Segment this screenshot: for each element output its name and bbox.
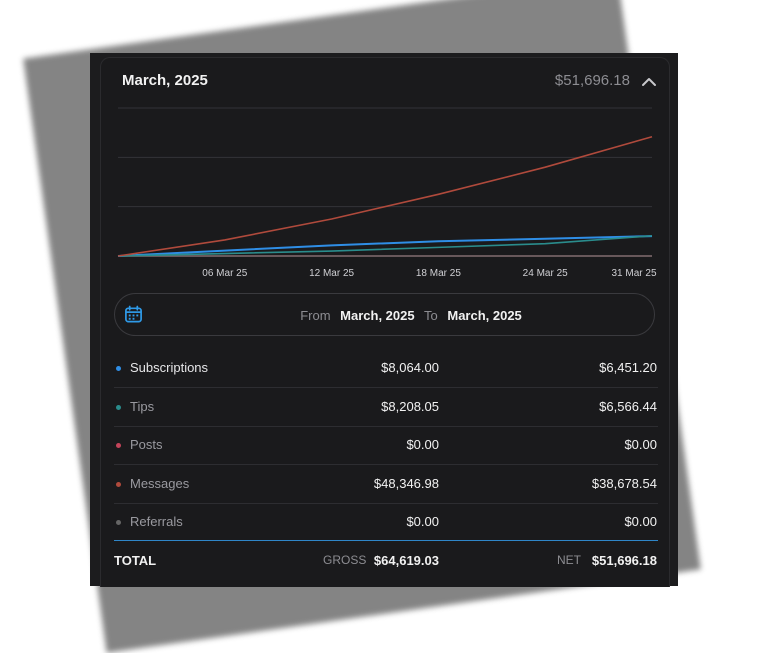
legend-dot bbox=[116, 404, 121, 410]
row-net-value: $6,451.20 bbox=[599, 360, 657, 375]
series-line-messages bbox=[117, 135, 653, 257]
earnings-row-posts[interactable]: Posts $0.00 $0.00 bbox=[114, 426, 658, 465]
net-total-value: $51,696.18 bbox=[591, 553, 657, 568]
row-net-value: $6,566.44 bbox=[599, 398, 657, 414]
total-label: TOTAL bbox=[114, 553, 157, 568]
row-net-value: $0.00 bbox=[624, 514, 657, 529]
row-gross-value: $8,064.00 bbox=[381, 360, 439, 375]
row-gross-value: $0.00 bbox=[406, 437, 439, 452]
from-value: March, 2025 bbox=[340, 308, 415, 323]
earnings-row-subscriptions[interactable]: Subscriptions $8,064.00 $6,451.20 bbox=[114, 349, 658, 388]
from-label: From bbox=[300, 308, 331, 323]
earnings-line-chart bbox=[117, 107, 653, 257]
row-net-value: $0.00 bbox=[624, 437, 657, 452]
row-net-value: $38,678.54 bbox=[591, 475, 657, 491]
gross-label: GROSS bbox=[323, 553, 367, 567]
calendar-icon[interactable] bbox=[124, 305, 143, 324]
row-gross-value: $0.00 bbox=[406, 514, 439, 529]
date-range-selector[interactable] bbox=[114, 293, 655, 336]
series-line-tips bbox=[117, 234, 653, 257]
legend-dot bbox=[116, 443, 121, 448]
legend-dot bbox=[116, 366, 121, 371]
x-tick-label: 31 Mar 25 bbox=[611, 268, 657, 279]
x-tick-label: 12 Mar 25 bbox=[309, 268, 355, 279]
row-label: Tips bbox=[130, 398, 155, 414]
x-tick-label: 06 Mar 25 bbox=[202, 268, 248, 279]
x-tick-label: 18 Mar 25 bbox=[415, 268, 461, 279]
row-label: Posts bbox=[130, 437, 163, 452]
series-line-subscriptions bbox=[117, 235, 653, 257]
row-label: Referrals bbox=[130, 514, 183, 529]
legend-dot bbox=[116, 481, 121, 487]
earnings-card bbox=[100, 57, 670, 587]
row-label: Subscriptions bbox=[130, 360, 209, 375]
period-title: March, 2025 bbox=[122, 72, 208, 89]
gross-total-value: $64,619.03 bbox=[373, 553, 439, 568]
total-divider bbox=[114, 540, 658, 541]
chevron-up-icon[interactable] bbox=[640, 73, 658, 91]
to-label: To bbox=[424, 308, 438, 323]
row-gross-value: $8,208.05 bbox=[381, 398, 439, 414]
x-tick-label: 24 Mar 25 bbox=[522, 268, 568, 279]
earnings-row-messages[interactable]: Messages $48,346.98 $38,678.54 bbox=[114, 465, 658, 504]
date-range-text[interactable]: From March, 2025 To March, 2025 bbox=[0, 308, 768, 323]
legend-dot bbox=[116, 520, 121, 525]
earnings-row-tips[interactable]: Tips $8,208.05 $6,566.44 bbox=[114, 388, 658, 427]
to-value: March, 2025 bbox=[447, 308, 522, 323]
period-total-amount: $51,696.18 bbox=[554, 72, 630, 89]
row-gross-value: $48,346.98 bbox=[373, 475, 439, 491]
earnings-row-referrals[interactable]: Referrals $0.00 $0.00 bbox=[114, 503, 658, 541]
row-label: Messages bbox=[130, 475, 190, 491]
net-label: NET bbox=[557, 553, 581, 567]
